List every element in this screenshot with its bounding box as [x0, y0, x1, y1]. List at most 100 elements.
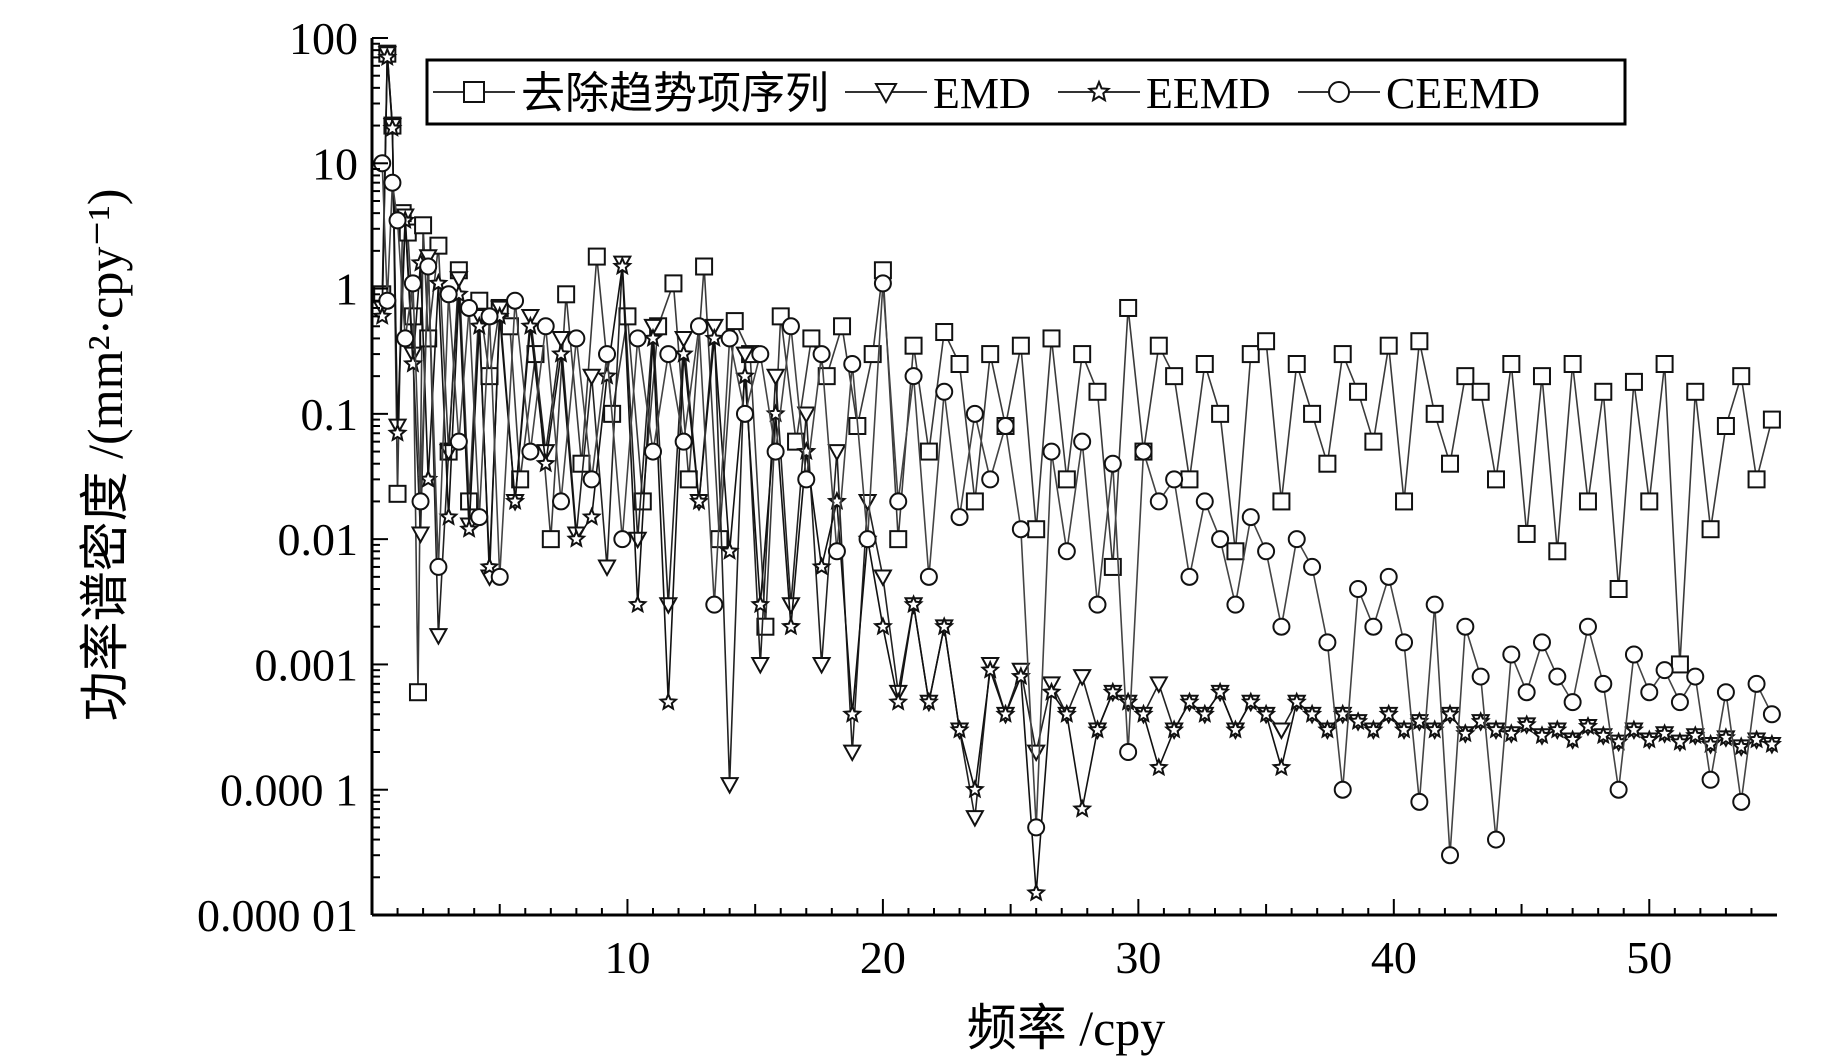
series-1-point [1578, 492, 1597, 511]
series-4-point [1379, 567, 1398, 586]
y-tick-label: 1 [335, 264, 358, 315]
y-tick-label: 0.1 [301, 389, 359, 440]
series-1-point [1211, 404, 1230, 423]
series-4-point [449, 432, 468, 451]
series-4-point [659, 345, 678, 364]
series-3-point [1455, 723, 1476, 743]
series-3-point [627, 594, 648, 614]
series-1-point [1471, 382, 1490, 401]
series-4-point [1471, 667, 1490, 686]
series-4-point [735, 404, 754, 423]
series-3-point [964, 779, 985, 799]
legend-marker [463, 81, 485, 103]
series-3-point [1133, 703, 1154, 723]
series-1-point [1103, 557, 1122, 576]
series-4-point [1762, 705, 1781, 724]
series-4-point [552, 492, 571, 511]
series-1-point [1548, 542, 1567, 561]
series-3-point [504, 490, 526, 511]
series-4-point [613, 530, 632, 549]
series-1-point [1410, 332, 1429, 351]
series-2-point [965, 810, 985, 828]
series-4-point [1487, 830, 1505, 849]
series-3-point [479, 556, 500, 576]
series-3-point [1302, 703, 1323, 723]
series-2-point [551, 331, 571, 349]
series-4-point [812, 345, 831, 364]
series-1-point [1011, 336, 1030, 355]
series-1-point [1747, 470, 1766, 489]
legend-label: EMD [933, 69, 1031, 118]
series-4-point [1226, 595, 1245, 614]
series-3-point [612, 255, 633, 276]
series-4-point [1180, 567, 1199, 586]
x-tick-label: 40 [1371, 932, 1417, 983]
x-tick-label: 10 [604, 932, 650, 983]
series-4-point [1287, 530, 1306, 549]
series-1-point [817, 367, 836, 386]
series-2-point [750, 657, 770, 675]
series-4-point [1088, 595, 1107, 614]
series-3-point [1593, 725, 1614, 745]
series-4-point [1103, 454, 1122, 473]
series-4-point [1517, 683, 1536, 702]
series-3-point [980, 659, 1001, 679]
series-4-point [1548, 667, 1567, 686]
series-3-point [1363, 719, 1384, 739]
series-2-point [449, 271, 469, 289]
series-4-point [1149, 492, 1168, 511]
series-2-point [1026, 744, 1046, 763]
series-1-point [1303, 404, 1322, 423]
legend-marker [1328, 81, 1350, 103]
x-tick-label: 50 [1626, 932, 1672, 983]
series-4-point [873, 274, 892, 293]
series-4-point [1686, 667, 1705, 686]
series-2-point [410, 526, 431, 545]
series-3-point [1516, 714, 1537, 734]
series-4-point [429, 557, 448, 576]
series-4-point [1011, 520, 1030, 539]
series-3-point [1393, 719, 1415, 739]
series-1-point [664, 274, 683, 293]
series-3-point [811, 556, 832, 576]
x-tick-label: 30 [1115, 932, 1161, 983]
series-1-point [725, 312, 744, 331]
series-3-point [402, 353, 423, 373]
series-3-point [642, 327, 664, 348]
series-1-point [1379, 336, 1398, 355]
y-tick-label: 0.001 [255, 639, 359, 690]
series-3-point [459, 518, 480, 538]
series-4-point [1272, 617, 1291, 636]
legend: 去除趋势项序列 EMD EEMD CEEMD [425, 58, 1627, 126]
series-3-point [1072, 798, 1093, 818]
series-1-point [1364, 432, 1383, 451]
series-4-point [1655, 661, 1674, 680]
series-2-point [796, 406, 816, 424]
series-2-point [1271, 722, 1292, 740]
series-4-point [720, 329, 739, 348]
series-2-point [428, 628, 449, 646]
series-2-point [719, 777, 740, 795]
legend-label: 去除趋势项序列 [521, 69, 829, 118]
series-1-point [1287, 355, 1306, 374]
series-4-point [1211, 530, 1230, 549]
series-3-point [1194, 703, 1215, 723]
series-3-point [872, 616, 893, 636]
series-3-point [1424, 719, 1445, 739]
series-3-point [688, 490, 710, 511]
series-2-point [658, 597, 679, 615]
series-1-point [1027, 520, 1046, 539]
series-4-point [1349, 579, 1368, 598]
series-3-point [673, 343, 694, 363]
series-4-point [1364, 617, 1383, 636]
series-4-point [965, 404, 984, 423]
series-2-point [842, 744, 862, 763]
series-1-point [1441, 454, 1460, 473]
series-1-point [1272, 492, 1291, 511]
series-3 [372, 46, 1782, 902]
series-3-point [1256, 703, 1277, 723]
y-tick-label: 0.000 1 [220, 765, 358, 816]
series-3-point [888, 691, 909, 711]
series-4-point [460, 298, 479, 317]
series-1-point [541, 530, 560, 549]
